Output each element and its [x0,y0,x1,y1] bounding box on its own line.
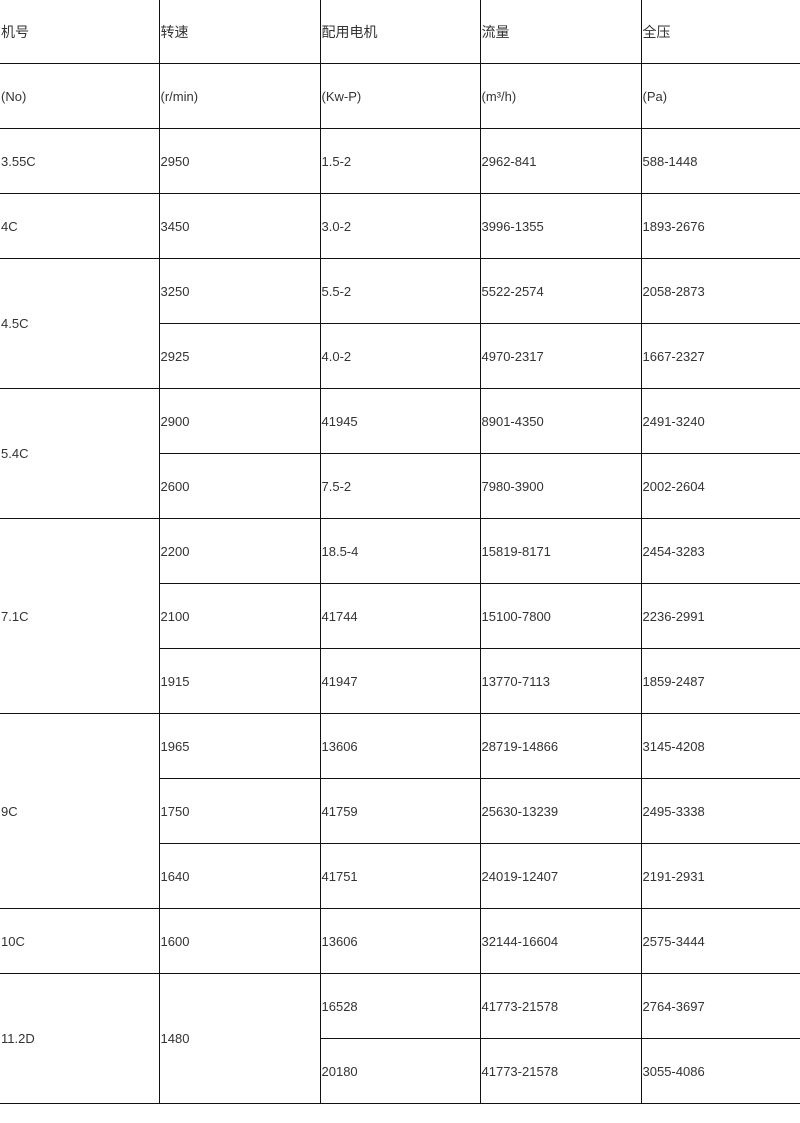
cell-motor: 1.5-2 [319,128,481,194]
cell-airflow: 5522-2574 [479,258,642,324]
cell-airflow: 13770-7113 [479,648,642,714]
table-row: 9C 1965 13606 28719-14866 3145-4208 [0,713,800,909]
cell-model: 10C [0,908,160,974]
table-row: 4C 3450 3.0-2 3996-1355 1893-2676 [0,193,800,259]
cell-airflow: 28719-14866 [479,713,642,779]
cell-airflow: 25630-13239 [479,778,642,844]
table-row: 1750 41759 25630-13239 2495-3338 [0,778,800,844]
cell-speed: 2925 [159,323,321,389]
cell-speed: 2200 [158,518,321,584]
cell-airflow: 15100-7800 [479,583,642,649]
cell-pressure: 2191-2931 [640,843,800,909]
table-row: 4.5C 3250 5.5-2 5522-2574 2058-2873 [0,258,800,389]
cell-airflow: 7980-3900 [479,453,642,519]
cell-motor: 41947 [319,648,481,714]
cell-pressure: 3145-4208 [640,713,800,779]
cell-model: 7.1C [0,518,160,714]
cell-pressure: 2491-3240 [640,388,800,454]
header-speed: 转速 [158,0,321,64]
cell-model: 3.55C [0,128,160,194]
cell-speed: 1965 [158,713,321,779]
header-motor: 配用电机 [319,0,481,64]
header-model: 机号 [0,0,160,64]
cell-pressure: 2002-2604 [640,453,800,519]
cell-airflow: 2962-841 [479,128,642,194]
table-row: 11.2D 1480 16528 41773-21578 2764-3697 [0,973,800,1104]
cell-airflow: 15819-8171 [479,518,642,584]
header-motor: (Kw-P) [319,63,481,129]
cell-pressure: 2495-3338 [640,778,800,844]
header-speed: (r/min) [158,63,321,129]
header-row: (No) (r/min) (Kw-P) (m³/h) (Pa) [0,63,800,129]
cell-pressure: 3055-4086 [640,1038,800,1104]
cell-motor: 18.5-4 [319,518,481,584]
cell-pressure: 2575-3444 [640,908,800,974]
cell-airflow: 3996-1355 [479,193,642,259]
cell-pressure: 588-1448 [640,128,800,194]
cell-airflow: 4970-2317 [479,323,642,389]
cell-model: 4C [0,193,160,259]
cell-speed: 2100 [159,583,321,649]
header-pressure: 全压 [640,0,800,64]
cell-airflow: 8901-4350 [479,388,642,454]
cell-pressure: 2058-2873 [640,258,800,324]
cell-model: 11.2D [0,973,160,1104]
cell-pressure: 2764-3697 [640,973,800,1039]
header-row: 机号 转速 配用电机 流量 全压 [0,0,800,64]
cell-motor: 13606 [319,908,481,974]
table-row: 10C 1600 13606 32144-16604 2575-3444 [0,908,800,974]
cell-motor: 20180 [320,1038,481,1104]
cell-speed: 1640 [159,843,321,909]
cell-model: 9C [0,713,160,909]
cell-speed: 1915 [159,648,321,714]
table-row: 7.1C 2200 18.5-4 15819-8171 2454-3283 [0,518,800,714]
cell-motor: 41759 [319,778,481,844]
cell-speed: 1600 [158,908,321,974]
cell-speed: 1750 [159,778,321,844]
cell-speed: 2950 [158,128,321,194]
cell-airflow: 24019-12407 [479,843,642,909]
cell-airflow: 32144-16604 [479,908,642,974]
table-row: 2100 41744 15100-7800 2236-2991 [0,583,800,649]
cell-motor: 41744 [319,583,481,649]
table-row: 2600 7.5-2 7980-3900 2002-2604 [0,453,800,519]
table-row: 3.55C 2950 1.5-2 2962-841 588-1448 [0,128,800,194]
table-row: 20180 41773-21578 3055-4086 [0,1038,800,1104]
cell-airflow: 41773-21578 [479,1038,642,1104]
cell-motor: 5.5-2 [319,258,481,324]
cell-pressure: 1859-2487 [640,648,800,714]
table-row: 5.4C 2900 41945 8901-4350 2491-3240 [0,388,800,519]
cell-pressure: 2454-3283 [640,518,800,584]
header-pressure: (Pa) [640,63,800,129]
header-airflow: (m³/h) [479,63,642,129]
cell-speed: 1480 [158,973,321,1104]
cell-pressure: 1893-2676 [640,193,800,259]
cell-model: 5.4C [0,388,160,519]
header-airflow: 流量 [479,0,642,64]
cell-speed: 2600 [159,453,321,519]
cell-speed: 3250 [158,258,321,324]
cell-motor: 4.0-2 [319,323,481,389]
cell-motor: 41945 [319,388,481,454]
cell-speed: 2900 [158,388,321,454]
cell-airflow: 41773-21578 [479,973,642,1039]
header-model: (No) [0,63,160,129]
cell-motor: 13606 [319,713,481,779]
table-row: 1915 41947 13770-7113 1859-2487 [0,648,800,714]
cell-model: 4.5C [0,258,160,389]
cell-pressure: 1667-2327 [640,323,800,389]
cell-motor: 16528 [319,973,481,1039]
cell-speed: 3450 [158,193,321,259]
cell-motor: 41751 [319,843,481,909]
cell-pressure: 2236-2991 [640,583,800,649]
cell-motor: 3.0-2 [319,193,481,259]
cell-motor: 7.5-2 [319,453,481,519]
